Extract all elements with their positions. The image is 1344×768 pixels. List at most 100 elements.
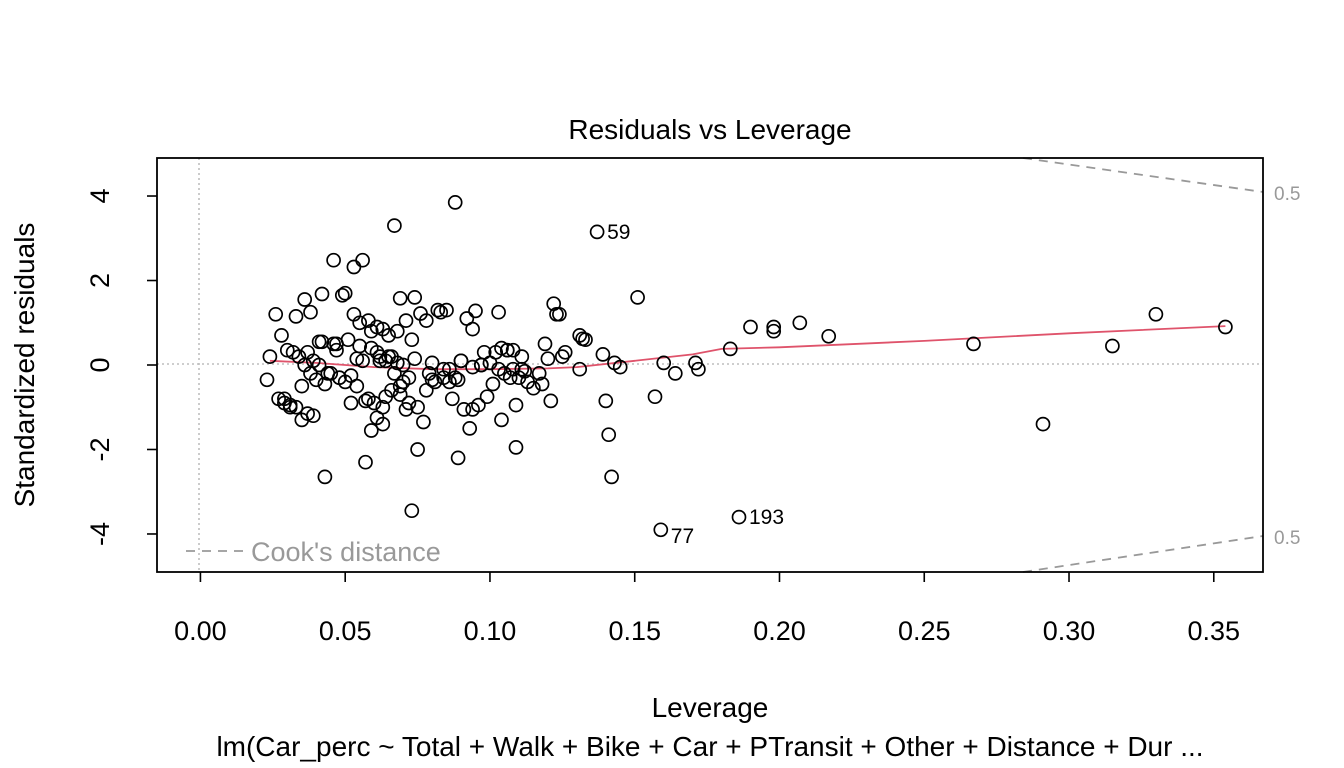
legend-cooks-label: Cook's distance [251, 537, 441, 567]
data-point [410, 399, 425, 415]
point-label-77: 77 [671, 525, 694, 548]
data-point [404, 332, 420, 348]
data-point [326, 252, 341, 268]
data-point [508, 440, 524, 455]
cooks-contour-label-lower: 0.5 [1274, 528, 1300, 549]
x-tick-label: 0.25 [898, 616, 951, 646]
y-tick-label: 0 [85, 357, 115, 372]
x-tick-label: 0.10 [464, 616, 517, 646]
data-point [311, 334, 327, 350]
data-point [311, 357, 327, 373]
data-point [731, 509, 747, 525]
x-tick-label: 0.35 [1187, 616, 1240, 646]
data-point [552, 306, 567, 322]
data-point [297, 292, 313, 307]
y-tick-label: -2 [85, 437, 115, 461]
chart-title: Residuals vs Leverage [568, 114, 851, 145]
points-group [259, 195, 1233, 538]
data-point [543, 393, 559, 409]
data-point [1148, 306, 1164, 322]
data-point [656, 355, 672, 371]
data-point [343, 368, 359, 383]
data-point [1105, 338, 1120, 354]
data-point [398, 313, 414, 328]
data-point [407, 290, 423, 305]
data-point [410, 442, 425, 457]
data-point [462, 421, 478, 436]
point-labels-group: 59 77 193 [607, 221, 784, 548]
data-point [381, 328, 396, 343]
data-point [667, 366, 683, 381]
data-point [549, 306, 564, 322]
data-point [630, 290, 645, 305]
data-point [436, 361, 451, 377]
data-point [465, 402, 480, 417]
data-point [557, 344, 573, 360]
data-point [349, 351, 365, 367]
data-point [404, 503, 420, 519]
data-point [430, 302, 446, 318]
data-point [766, 323, 782, 339]
data-point [300, 344, 315, 360]
data-point [442, 361, 457, 377]
data-point [601, 427, 617, 443]
data-point [479, 389, 495, 405]
y-axis-label: Standardized residuals [9, 223, 40, 508]
x-tick-label: 0.20 [753, 616, 806, 646]
data-point [389, 323, 405, 339]
data-point [314, 286, 330, 302]
data-point [288, 309, 304, 324]
point-label-193: 193 [749, 506, 784, 529]
data-point [358, 454, 373, 470]
data-point [450, 372, 466, 388]
data-point [578, 332, 593, 348]
data-point [334, 287, 350, 303]
data-point [279, 342, 295, 358]
data-point [572, 361, 588, 377]
data-point [418, 313, 434, 328]
data-point [317, 469, 333, 485]
data-point [589, 224, 605, 240]
plot-frame [156, 157, 1264, 573]
data-point [262, 349, 278, 364]
x-axis-label: Leverage [652, 692, 769, 723]
y-axis: -4 -2 0 2 4 [85, 189, 157, 546]
model-formula-subtitle: lm(Car_perc ~ Total + Walk + Bike + Car … [216, 731, 1203, 762]
data-point [392, 387, 408, 402]
data-point [305, 408, 321, 424]
data-point [346, 259, 362, 275]
data-point [268, 306, 284, 322]
data-point [259, 372, 275, 388]
data-point [294, 378, 310, 394]
data-point [743, 319, 758, 335]
data-point [329, 342, 344, 358]
x-tick-label: 0.30 [1043, 616, 1096, 646]
cooks-contour-label-upper: 0.5 [1274, 184, 1300, 205]
cooks-contour-lower [1022, 535, 1264, 573]
data-point [531, 366, 547, 381]
data-point [392, 290, 408, 306]
data-point [378, 389, 394, 405]
data-point [499, 342, 515, 358]
data-point [485, 376, 501, 392]
data-point [337, 285, 353, 301]
data-point [653, 522, 669, 538]
data-point [282, 399, 298, 415]
data-point [314, 334, 330, 350]
data-point [444, 391, 460, 407]
data-point [494, 412, 509, 428]
data-point [1218, 319, 1233, 335]
data-point [332, 370, 347, 386]
data-point [966, 336, 981, 352]
data-point [821, 328, 837, 344]
data-point [363, 423, 379, 438]
data-point [453, 353, 469, 369]
data-point [526, 380, 541, 396]
data-point [691, 361, 706, 377]
data-point [447, 195, 463, 210]
x-tick-label: 0.05 [319, 616, 372, 646]
data-point [456, 402, 472, 417]
data-point [372, 349, 388, 364]
data-point [502, 370, 518, 386]
